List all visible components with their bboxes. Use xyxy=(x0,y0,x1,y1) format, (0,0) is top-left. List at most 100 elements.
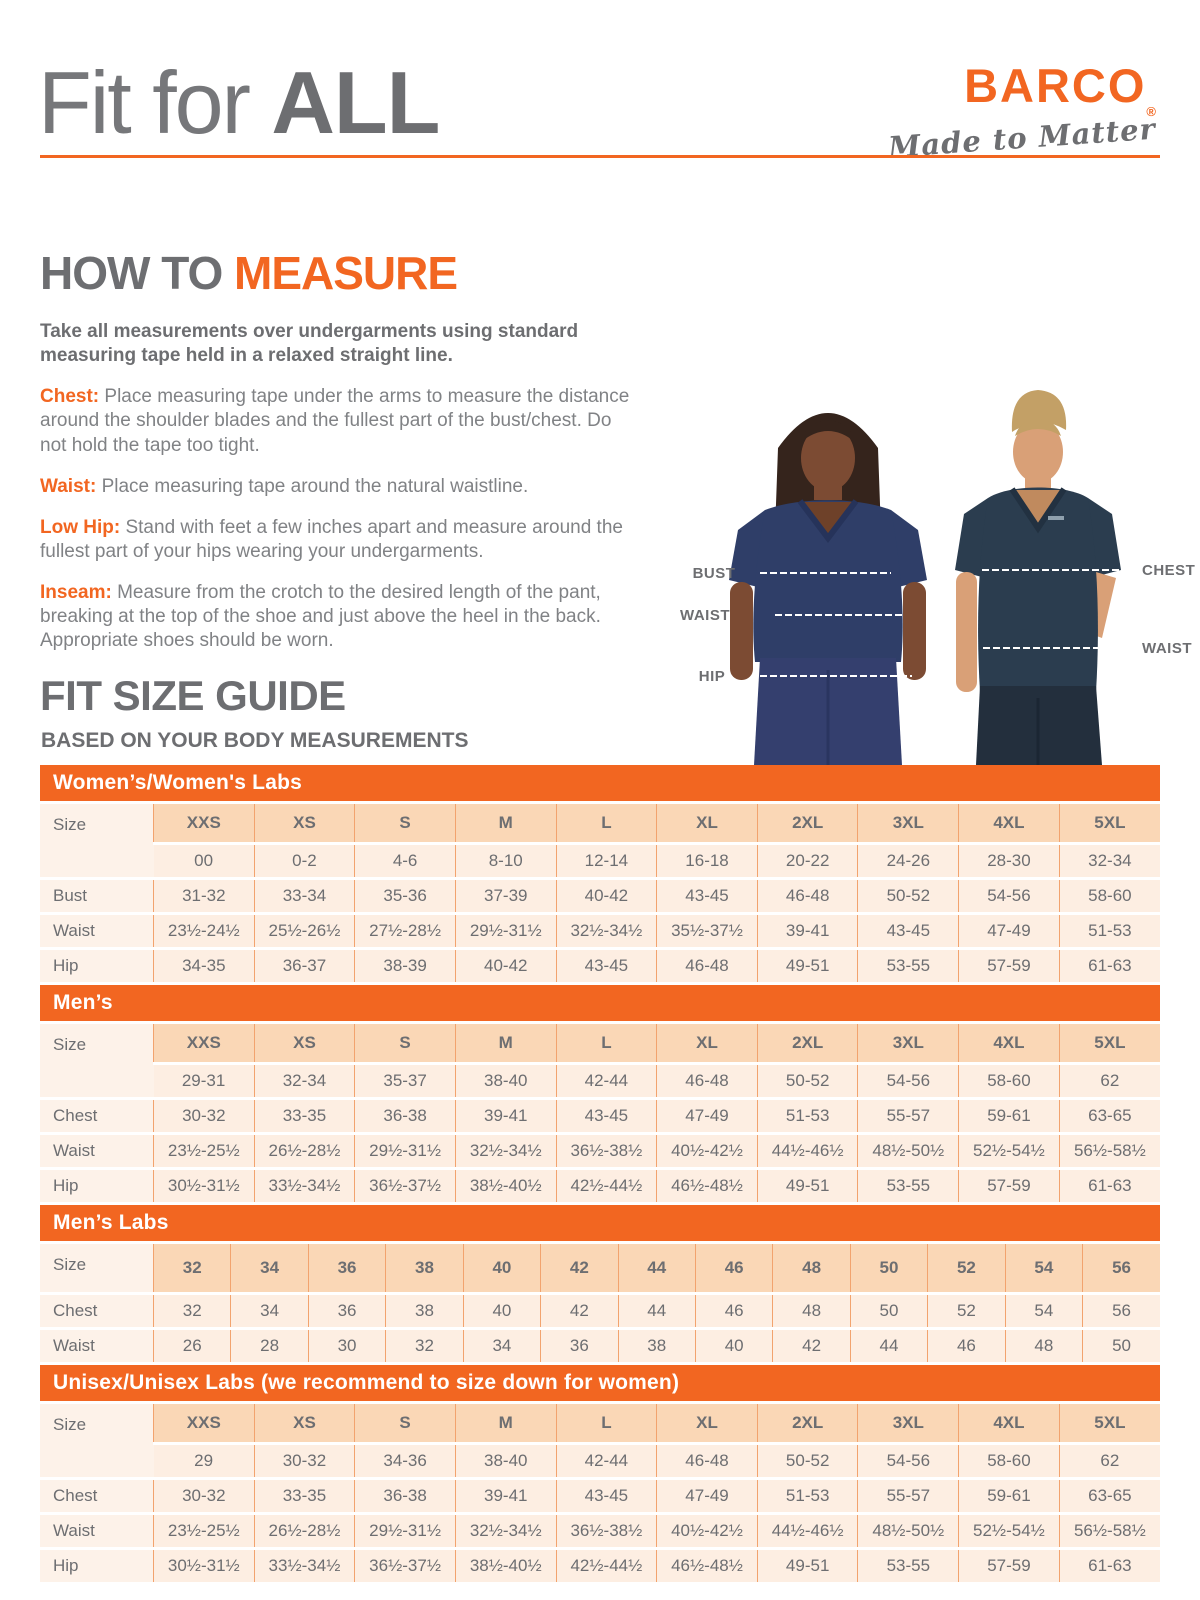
measure-item-chest-label: Chest: xyxy=(40,386,100,408)
size-header-cell: XL xyxy=(656,1024,758,1065)
numeric-size-row: 29-31 32-34 35-37 38-40 42-44 46-48 50-52 54-56… xyxy=(40,1063,1160,1100)
measurement-value-cell: 23½-24½ xyxy=(153,913,255,950)
measure-item-lowhip: Low Hip: Stand with feet a few inches ap… xyxy=(40,516,640,564)
measurement-value-cell: 35½-37½ xyxy=(656,913,758,950)
female-model-illustration xyxy=(729,413,927,765)
measurement-value-cell: 38 xyxy=(617,1328,696,1365)
models-illustration: BUST WAIST HIP CHEST WAIST xyxy=(680,390,1195,765)
measurement-value-cell: 50 xyxy=(1082,1328,1160,1365)
measurement-value-cell: 43-45 xyxy=(656,878,758,915)
size-header-cell: 3XL xyxy=(857,1024,959,1065)
mens-labs-table-block: Men’s Labs Size 32 34 36 38 40 42 44 46 48 50 52 54 5… xyxy=(40,1205,1160,1365)
numeric-size-cell: 38-40 xyxy=(454,1063,557,1100)
size-header-cell: 54 xyxy=(1004,1244,1083,1295)
measurement-value-cell: 50-52 xyxy=(857,878,959,915)
numeric-size-cell: 16-18 xyxy=(656,843,758,880)
size-header-cell: 5XL xyxy=(1058,804,1160,845)
registered-mark: ® xyxy=(1146,104,1156,119)
measurement-value-cell: 28 xyxy=(230,1328,309,1365)
measurement-value-cell: 40½-42½ xyxy=(656,1133,758,1170)
measurement-value-cell: 32 xyxy=(385,1328,464,1365)
measurement-value-cell: 44½-46½ xyxy=(756,1133,858,1170)
page-title: Fit for ALL xyxy=(38,52,440,154)
brand-wordmark: BARCO xyxy=(964,59,1147,112)
measurement-value-cell: 36½-37½ xyxy=(354,1168,456,1205)
measurement-value-cell: 34 xyxy=(230,1293,309,1330)
measurement-row: Waist 23½-25½ 26½-28½ 29½-31½ 32½-34½ 36½-38½… xyxy=(40,1133,1160,1170)
measurement-value-cell: 43-45 xyxy=(555,1478,657,1515)
measurement-value-cell: 32½-34½ xyxy=(454,1513,557,1550)
size-header-cell: 56 xyxy=(1082,1244,1160,1295)
size-table: Size XXS XS S M L XL 2XL 3XL 4XL 5XL 00 0-2 4-6 8-10 12… xyxy=(40,804,1160,985)
measure-item-chest: Chest: Place measuring tape under the ar… xyxy=(40,385,640,457)
size-header-cell: L xyxy=(555,804,657,845)
size-header-cell: S xyxy=(354,1024,456,1065)
size-header-cell: S xyxy=(354,1404,456,1445)
models-photo: BUST WAIST HIP CHEST WAIST xyxy=(650,370,1200,765)
size-header-cell: XS xyxy=(253,1404,355,1445)
size-header-cell: 48 xyxy=(772,1244,851,1295)
size-header-cell: M xyxy=(454,1024,557,1065)
chest-label: CHEST xyxy=(1142,562,1195,579)
measurement-value-cell: 52½-54½ xyxy=(958,1133,1060,1170)
size-header-cell: 36 xyxy=(307,1244,386,1295)
measurement-value-cell: 36½-37½ xyxy=(354,1548,456,1585)
measurement-label-cell: Waist xyxy=(40,1328,154,1365)
measurement-value-cell: 38½-40½ xyxy=(454,1168,557,1205)
measurement-value-cell: 36 xyxy=(307,1293,386,1330)
measurement-value-cell: 32½-34½ xyxy=(454,1133,557,1170)
numeric-size-row: 29 30-32 34-36 38-40 42-44 46-48 50-52 54-56 58-… xyxy=(40,1443,1160,1480)
measurement-value-cell: 47-49 xyxy=(656,1478,758,1515)
measurement-row: Waist 23½-25½ 26½-28½ 29½-31½ 32½-34½ 36½-38½… xyxy=(40,1513,1160,1550)
measurement-value-cell: 44 xyxy=(617,1293,696,1330)
numeric-size-cell: 54-56 xyxy=(857,1063,959,1100)
measurement-value-cell: 30 xyxy=(307,1328,386,1365)
numeric-size-cell: 28-30 xyxy=(958,843,1060,880)
measurement-value-cell: 57-59 xyxy=(958,948,1060,985)
measurement-value-cell: 34 xyxy=(462,1328,541,1365)
measurement-value-cell: 55-57 xyxy=(857,1098,959,1135)
measurement-value-cell: 33-35 xyxy=(253,1098,355,1135)
numeric-size-cell: 62 xyxy=(1058,1443,1160,1480)
measurement-value-cell: 42 xyxy=(540,1293,619,1330)
fit-size-guide-subtitle: BASED ON YOUR BODY MEASUREMENTS xyxy=(41,729,469,752)
mens-labs-table: Size 32 34 36 38 40 42 44 46 48 50 52 54 56 Chest 32 34 3… xyxy=(40,1244,1160,1365)
size-header-cell: 4XL xyxy=(958,804,1060,845)
measurement-row: Hip 34-35 36-37 38-39 40-42 43-45 46-48 49-51 53… xyxy=(40,948,1160,985)
measurement-row: Hip 30½-31½ 33½-34½ 36½-37½ 38½-40½ 42½-44½ 46… xyxy=(40,1168,1160,1205)
numeric-size-cell: 29 xyxy=(153,1443,255,1480)
measurement-label-cell: Chest xyxy=(40,1098,154,1135)
unisex-table: Size XXS XS S M L XL 2XL 3XL 4XL 5XL 29 30-32 34-36 38… xyxy=(40,1404,1160,1585)
measurement-value-cell: 51-53 xyxy=(756,1098,858,1135)
numeric-size-cell: 46-48 xyxy=(656,1443,758,1480)
measurement-row: Waist 23½-24½ 25½-26½ 27½-28½ 29½-31½ 32½-34½… xyxy=(40,913,1160,950)
brand-logo: BARCO® Made to Matter xyxy=(887,59,1157,164)
measurement-value-cell: 46-48 xyxy=(756,878,858,915)
measurement-value-cell: 44 xyxy=(849,1328,928,1365)
numeric-size-cell: 32-34 xyxy=(253,1063,355,1100)
measurement-value-cell: 53-55 xyxy=(857,1548,959,1585)
measurement-value-cell: 43-45 xyxy=(857,913,959,950)
how-to-measure-title-orange: MEASURE xyxy=(234,247,458,299)
measurement-value-cell: 61-63 xyxy=(1058,1168,1160,1205)
measurement-value-cell: 29½-31½ xyxy=(454,913,557,950)
mens-table-block: Men’s Size XXS XS S M L XL 2XL 3XL 4XL 5XL 29-31 32-… xyxy=(40,985,1160,1205)
numeric-size-cell: 20-22 xyxy=(756,843,858,880)
measurement-value-cell: 46½-48½ xyxy=(656,1168,758,1205)
measurement-value-cell: 39-41 xyxy=(454,1098,557,1135)
measurement-value-cell: 48 xyxy=(772,1293,851,1330)
measurement-value-cell: 48½-50½ xyxy=(857,1133,959,1170)
mens-table: Size XXS XS S M L XL 2XL 3XL 4XL 5XL 29-31 32-34 35-3… xyxy=(40,1024,1160,1205)
measurement-value-cell: 54 xyxy=(1004,1293,1083,1330)
how-to-measure-section: HOW TO MEASURE Take all measurements ove… xyxy=(40,246,640,653)
size-header-cell: 50 xyxy=(849,1244,928,1295)
womens-table-banner: Women’s/Women's Labs xyxy=(40,765,1160,801)
size-header-cell: M xyxy=(454,1404,557,1445)
measurement-value-cell: 40-42 xyxy=(555,878,657,915)
measure-item-waist: Waist: Place measuring tape around the n… xyxy=(40,475,640,499)
measurement-value-cell: 35-36 xyxy=(354,878,456,915)
measurement-value-cell: 34-35 xyxy=(153,948,255,985)
measurement-value-cell: 57-59 xyxy=(958,1548,1060,1585)
measurement-value-cell: 52½-54½ xyxy=(958,1513,1060,1550)
